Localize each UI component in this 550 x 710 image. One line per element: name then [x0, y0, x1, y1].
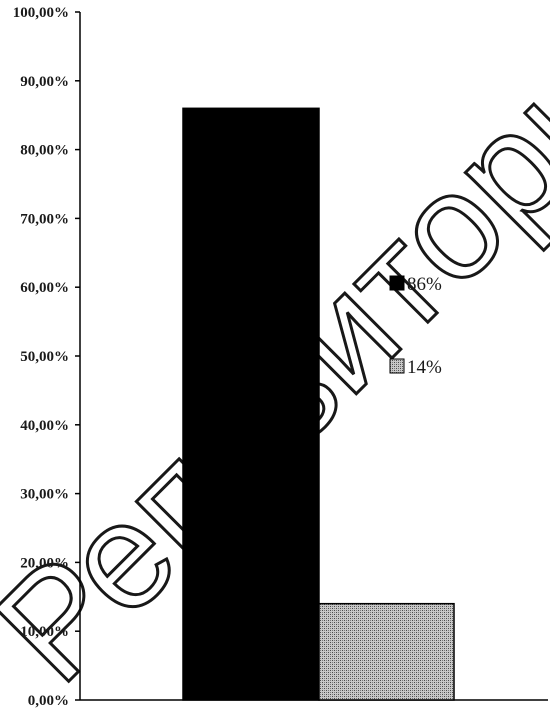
y-tick-label: 80,00% — [20, 143, 69, 159]
legend: 86% 14% — [389, 274, 442, 378]
y-tick-label: 0,00% — [28, 693, 69, 709]
legend-label: 14% — [407, 357, 442, 378]
y-tick-label: 50,00% — [20, 349, 69, 365]
y-tick-label: 60,00% — [20, 280, 69, 296]
y-tick-label: 70,00% — [20, 211, 69, 227]
bars — [182, 107, 455, 701]
bar-1 — [182, 107, 320, 701]
y-tick-label: 100,00% — [13, 5, 69, 21]
legend-swatch — [389, 275, 405, 291]
legend-item: 14% — [389, 357, 442, 378]
y-tick-label: 20,00% — [20, 555, 69, 571]
y-tick-label: 40,00% — [20, 418, 69, 434]
y-axis-ticks: 0,00% 10,00% 20,00% 30,00% 40,00% 50,00% 60,00… — [13, 5, 80, 709]
y-tick-label: 90,00% — [20, 74, 69, 90]
legend-label: 86% — [407, 274, 442, 295]
y-tick-label: 10,00% — [20, 624, 69, 640]
legend-swatch — [389, 358, 405, 374]
y-tick-label: 30,00% — [20, 487, 69, 503]
bar-2 — [318, 602, 455, 701]
legend-item: 86% — [389, 274, 442, 295]
